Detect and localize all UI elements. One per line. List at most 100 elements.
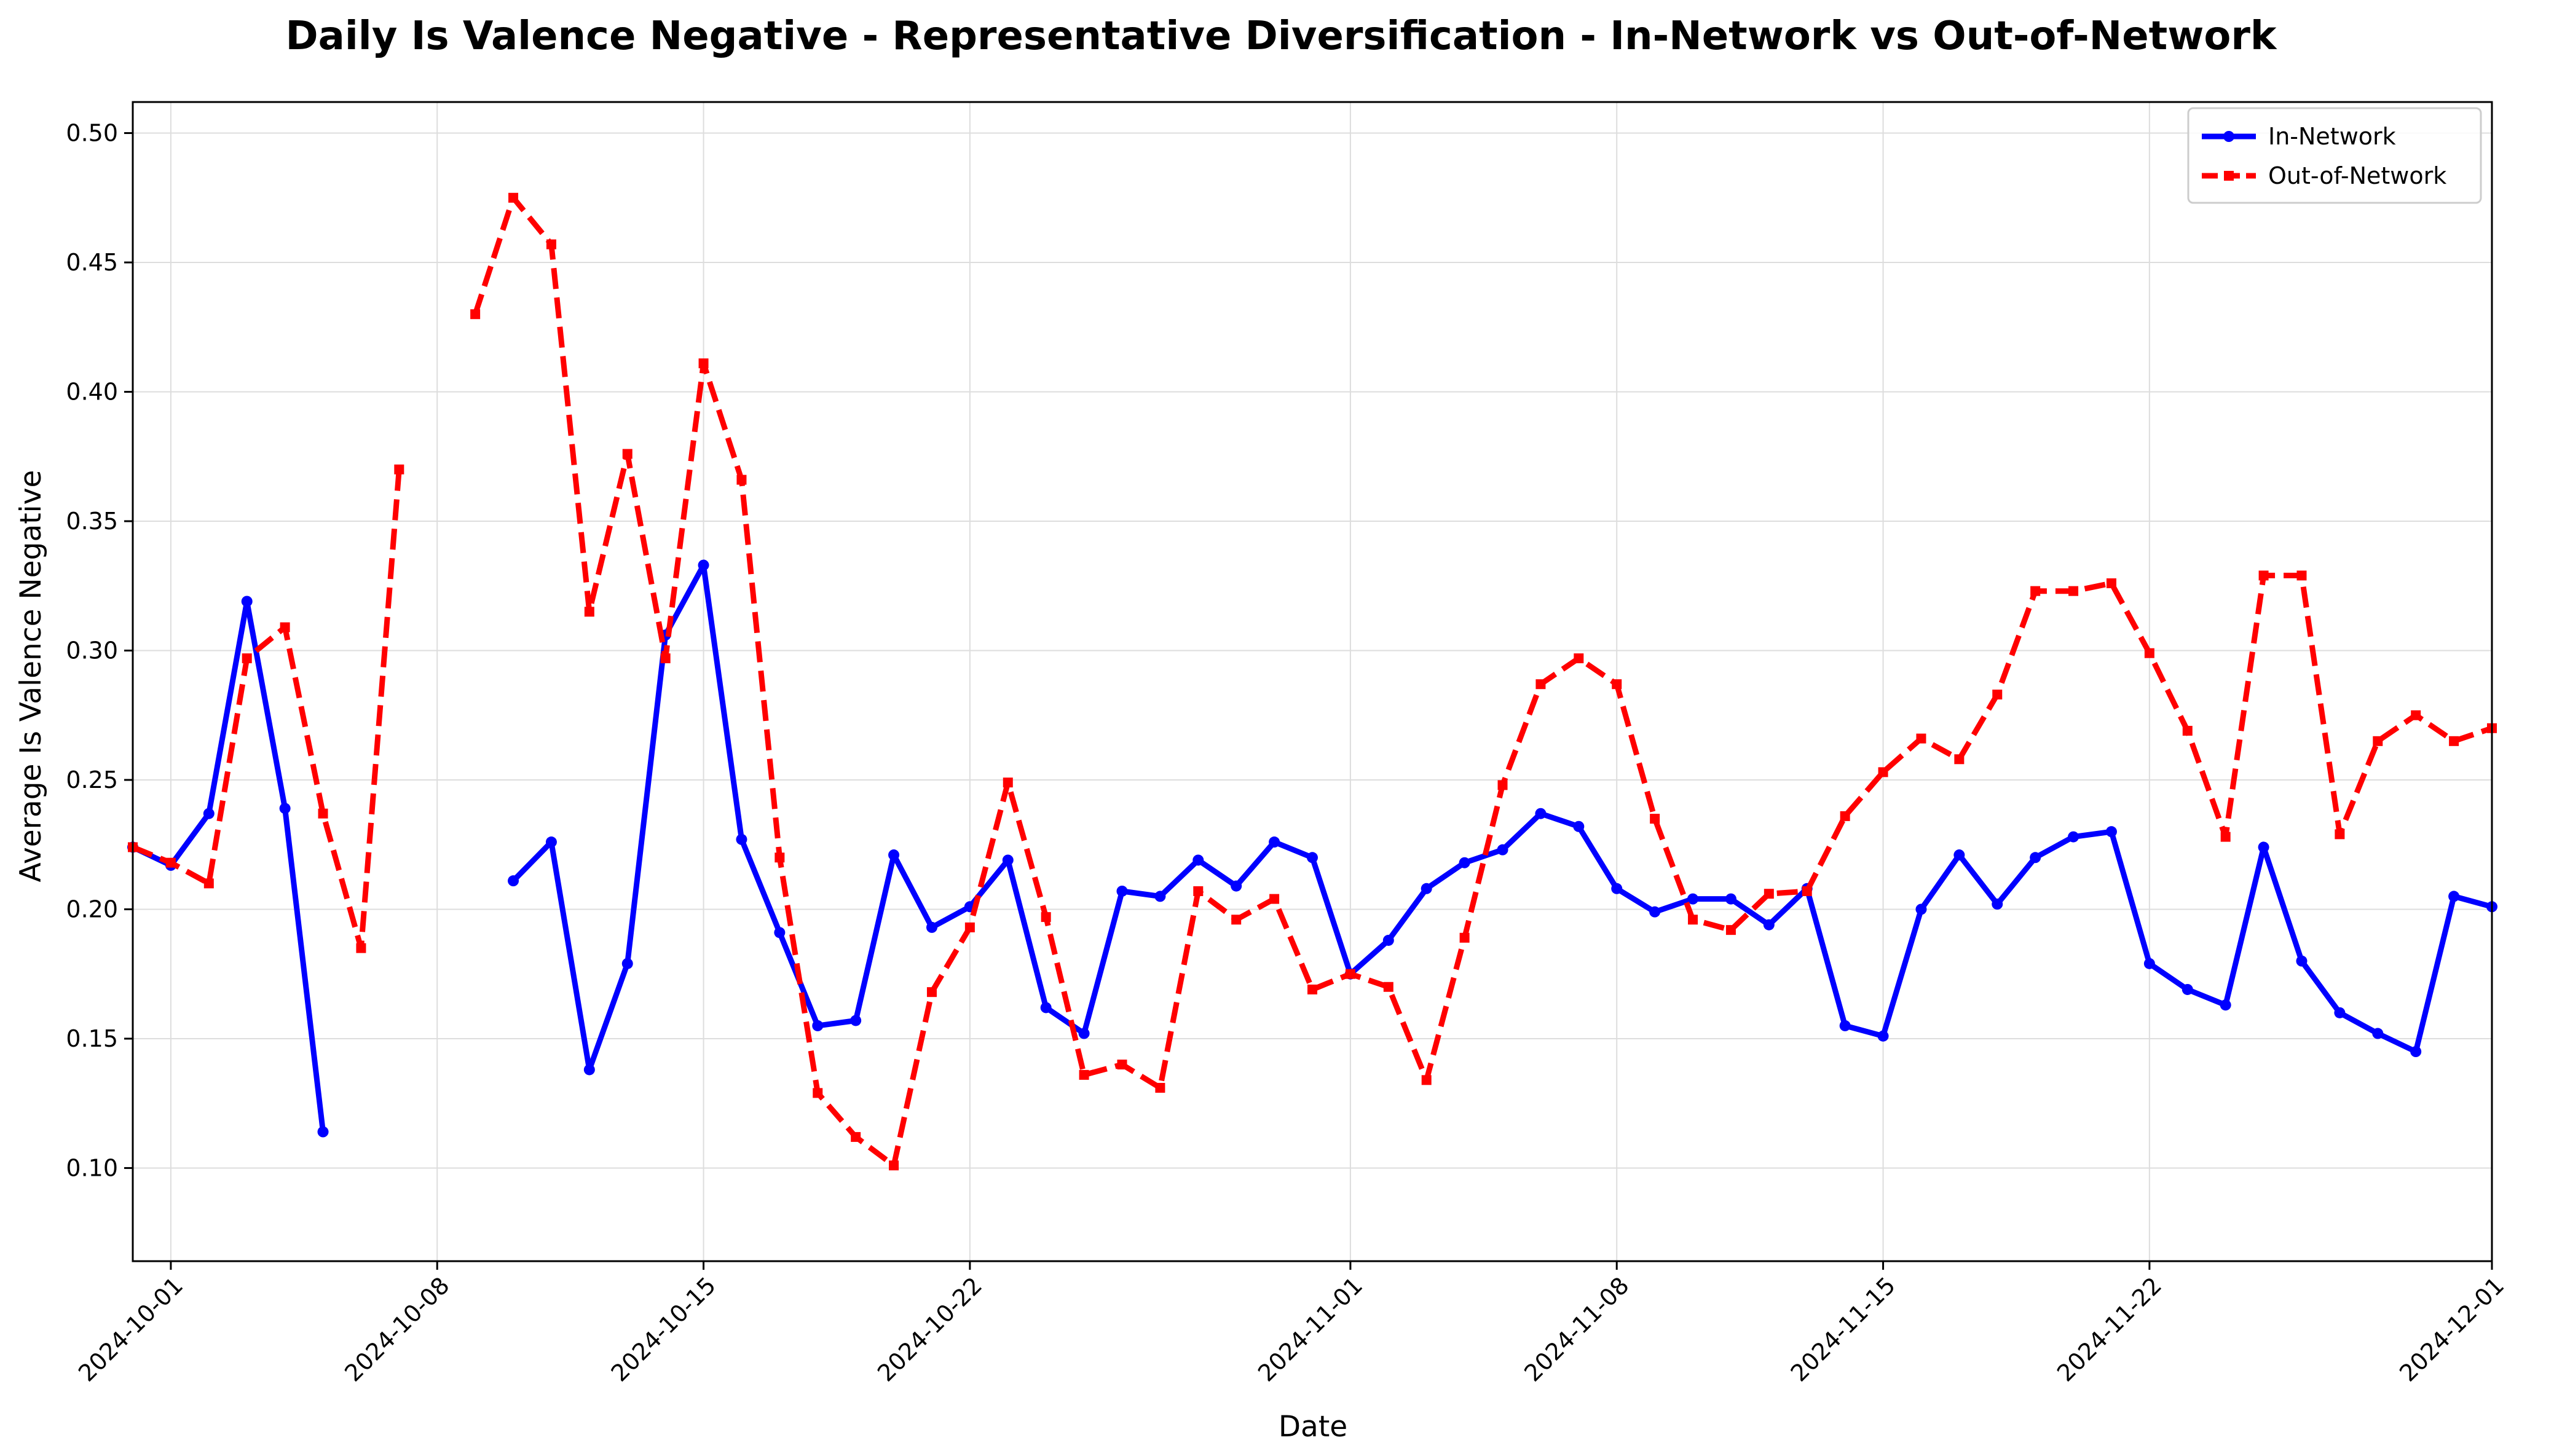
data-point-out-of-network <box>660 653 671 664</box>
data-point-out-of-network <box>584 607 594 617</box>
data-point-in-network <box>1192 854 1204 866</box>
data-point-in-network <box>317 1126 329 1138</box>
legend-box <box>2187 107 2482 204</box>
data-point-out-of-network <box>2373 736 2383 746</box>
data-point-out-of-network <box>926 987 937 998</box>
data-point-in-network <box>2372 1028 2384 1039</box>
data-point-out-of-network <box>508 192 519 203</box>
y-tick-label: 0.30 <box>66 637 118 664</box>
data-point-out-of-network <box>1954 754 1965 765</box>
data-point-out-of-network <box>242 653 252 664</box>
data-point-out-of-network <box>1003 777 1013 788</box>
data-point-out-of-network <box>2220 832 2231 842</box>
series-line-in-network <box>511 562 2493 1072</box>
data-point-in-network <box>2448 891 2460 902</box>
data-point-in-network <box>583 1064 595 1076</box>
data-point-out-of-network <box>1916 733 1926 744</box>
data-point-out-of-network <box>2030 586 2041 596</box>
x-tick-label: 2024-10-15 <box>606 1272 721 1387</box>
x-tick-label: 2024-11-01 <box>1253 1272 1368 1387</box>
data-point-in-network <box>926 921 937 933</box>
x-tick-label: 2024-10-08 <box>339 1272 454 1387</box>
y-tick-label: 0.45 <box>66 249 118 276</box>
data-point-in-network <box>2068 831 2079 843</box>
y-tick-label: 0.35 <box>66 508 118 535</box>
data-point-in-network <box>1535 808 1547 819</box>
chart-title: Daily Is Valence Negative - Representati… <box>286 14 2277 59</box>
data-point-out-of-network <box>165 857 176 868</box>
data-point-out-of-network <box>356 943 366 953</box>
data-point-out-of-network <box>622 449 633 459</box>
plot-area-frame <box>132 101 2493 1262</box>
data-point-out-of-network <box>2449 736 2459 746</box>
data-point-in-network <box>698 559 709 571</box>
data-point-in-network <box>888 849 900 861</box>
series-line-out-of-network <box>472 195 2493 1168</box>
data-point-out-of-network <box>813 1088 823 1098</box>
data-point-out-of-network <box>1612 679 1622 690</box>
data-point-in-network <box>1307 852 1318 864</box>
data-point-out-of-network <box>736 474 747 485</box>
x-axis: 2024-10-01 2024-10-08 2024-10-15 2024-10-22… <box>73 1261 2509 1387</box>
x-tick-label: 2024-11-15 <box>1786 1272 1901 1387</box>
data-point-in-network <box>1763 919 1775 931</box>
y-axis-label: Average Is Valence Negative <box>14 470 48 883</box>
data-point-in-network <box>241 596 253 607</box>
data-point-out-of-network <box>698 358 709 369</box>
data-point-in-network <box>1915 903 1927 915</box>
data-point-out-of-network <box>546 239 556 250</box>
data-point-out-of-network <box>1688 915 1698 925</box>
data-point-out-of-network <box>1574 653 1584 664</box>
data-point-in-network <box>2296 955 2308 967</box>
data-point-out-of-network <box>1725 925 1736 935</box>
legend-marker-in-network <box>2223 131 2234 142</box>
data-point-out-of-network <box>1802 886 1812 896</box>
data-point-in-network <box>1497 844 1508 856</box>
data-point-in-network <box>1078 1028 1090 1039</box>
x-tick-label: 2024-11-08 <box>1519 1272 1634 1387</box>
data-point-out-of-network <box>470 309 481 320</box>
data-point-out-of-network <box>394 464 404 474</box>
data-point-out-of-network <box>2106 578 2116 589</box>
data-point-in-network <box>1116 885 1128 897</box>
data-point-in-network <box>1992 899 2003 910</box>
data-point-out-of-network <box>1535 679 1546 690</box>
data-point-out-of-network <box>1041 912 1051 923</box>
data-point-in-network <box>203 808 215 819</box>
data-point-in-network <box>774 927 786 939</box>
data-point-in-network <box>850 1015 862 1026</box>
data-point-in-network <box>1382 934 1394 946</box>
data-point-out-of-network <box>1459 932 1470 943</box>
data-point-in-network <box>2182 983 2193 995</box>
data-point-out-of-network <box>2258 570 2269 581</box>
data-point-in-network <box>1649 906 1661 918</box>
data-point-in-network <box>1269 836 1280 848</box>
data-point-out-of-network <box>203 878 214 889</box>
data-point-out-of-network <box>1345 969 1355 979</box>
data-point-in-network <box>736 833 747 845</box>
data-point-out-of-network <box>1383 982 1393 992</box>
data-point-in-network <box>1040 1002 1052 1013</box>
data-point-out-of-network <box>1650 814 1660 824</box>
data-point-out-of-network <box>2335 829 2345 840</box>
data-point-in-network <box>1611 883 1623 894</box>
data-point-out-of-network <box>1421 1075 1432 1085</box>
data-point-in-network <box>2143 958 2155 969</box>
data-point-in-network <box>1877 1030 1889 1042</box>
data-point-in-network <box>545 836 557 848</box>
data-point-in-network <box>621 958 633 969</box>
x-axis-label: Date <box>1279 1410 1347 1444</box>
data-point-out-of-network <box>280 622 290 632</box>
x-tick-label: 2024-10-22 <box>872 1272 987 1387</box>
data-point-out-of-network <box>2411 710 2421 720</box>
data-point-in-network <box>1953 849 1965 861</box>
data-point-out-of-network <box>1231 915 1242 925</box>
data-point-in-network <box>279 803 291 814</box>
series-out-of-network <box>128 192 2497 1171</box>
data-point-out-of-network <box>889 1160 899 1171</box>
data-point-in-network <box>1421 883 1432 894</box>
data-point-in-network <box>1725 893 1736 905</box>
data-point-out-of-network <box>1155 1082 1165 1093</box>
